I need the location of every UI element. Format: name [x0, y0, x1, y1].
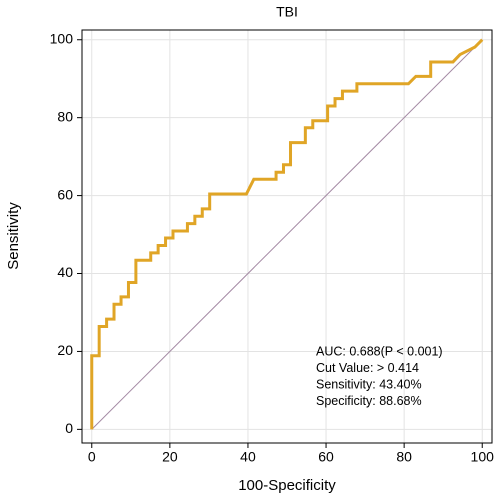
annotation: Sensitivity: 43.40%: [316, 377, 422, 391]
annotation: Specificity: 88.68%: [316, 394, 422, 408]
x-tick-label: 60: [318, 449, 334, 465]
annotation: Cut Value: > 0.414: [316, 361, 419, 375]
annotation: AUC: 0.688(P < 0.001): [316, 344, 443, 358]
y-tick-label: 60: [57, 186, 73, 202]
x-axis-label: 100-Specificity: [238, 477, 336, 494]
y-tick-label: 0: [65, 420, 73, 436]
reference-line: [91, 39, 483, 430]
plot-frame: [81, 29, 493, 444]
x-tick-label: 0: [88, 449, 96, 465]
x-tick-label: 100: [471, 449, 495, 465]
chart-title: TBI: [276, 4, 298, 20]
y-tick-label: 100: [50, 30, 74, 46]
y-tick-label: 40: [57, 264, 73, 280]
y-axis-label: Sensitivity: [5, 202, 22, 270]
x-tick-label: 80: [396, 449, 412, 465]
x-tick-label: 20: [162, 449, 178, 465]
y-tick-label: 20: [57, 342, 73, 358]
x-tick-label: 40: [240, 449, 256, 465]
y-tick-label: 80: [57, 108, 73, 124]
roc-curve: [90, 38, 484, 430]
